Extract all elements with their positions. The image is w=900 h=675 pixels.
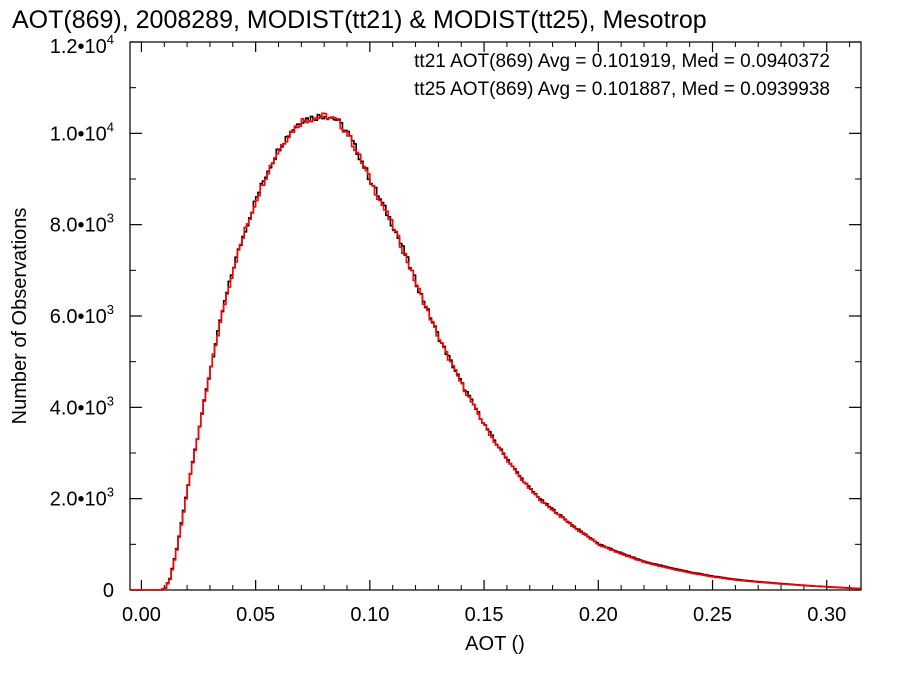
x-tick-label: 0.20 — [579, 604, 618, 626]
x-tick-label: 0.15 — [465, 604, 504, 626]
y-tick-label: 1.0•104 — [50, 119, 114, 145]
y-axis-ticks: 0 2.0•103 4.0•103 6.0•103 8.0•103 1.0•104 1.2•… — [50, 32, 861, 602]
x-axis-ticks: 0.00 0.05 0.10 0.15 0.20 0.25 0.30 — [122, 42, 851, 626]
y-axis-label: Number of Observations — [9, 208, 31, 425]
y-tick-label: 4.0•103 — [50, 393, 114, 419]
chart-title: AOT(869), 2008289, MODIST(tt21) & MODIST… — [12, 6, 707, 34]
y-tick-label: 1.2•104 — [50, 32, 114, 58]
y-tick-label: 8.0•103 — [50, 211, 114, 237]
series-tt25-line — [130, 112, 862, 591]
series-tt21-line — [130, 113, 862, 591]
x-tick-label: 0.30 — [807, 604, 846, 626]
y-tick-label: 2.0•103 — [50, 485, 114, 511]
x-axis-label: AOT () — [465, 633, 525, 655]
x-tick-label: 0.05 — [236, 604, 275, 626]
x-tick-label: 0.10 — [350, 604, 389, 626]
plot-frame — [129, 41, 862, 591]
y-tick-label: 0 — [103, 580, 114, 602]
y-tick-label: 6.0•103 — [50, 302, 114, 328]
x-tick-label: 0.00 — [122, 604, 161, 626]
stats-tt25: tt25 AOT(869) Avg = 0.101887, Med = 0.09… — [414, 79, 830, 100]
x-tick-label: 0.25 — [693, 604, 732, 626]
stats-tt21: tt21 AOT(869) Avg = 0.101919, Med = 0.09… — [414, 51, 830, 72]
